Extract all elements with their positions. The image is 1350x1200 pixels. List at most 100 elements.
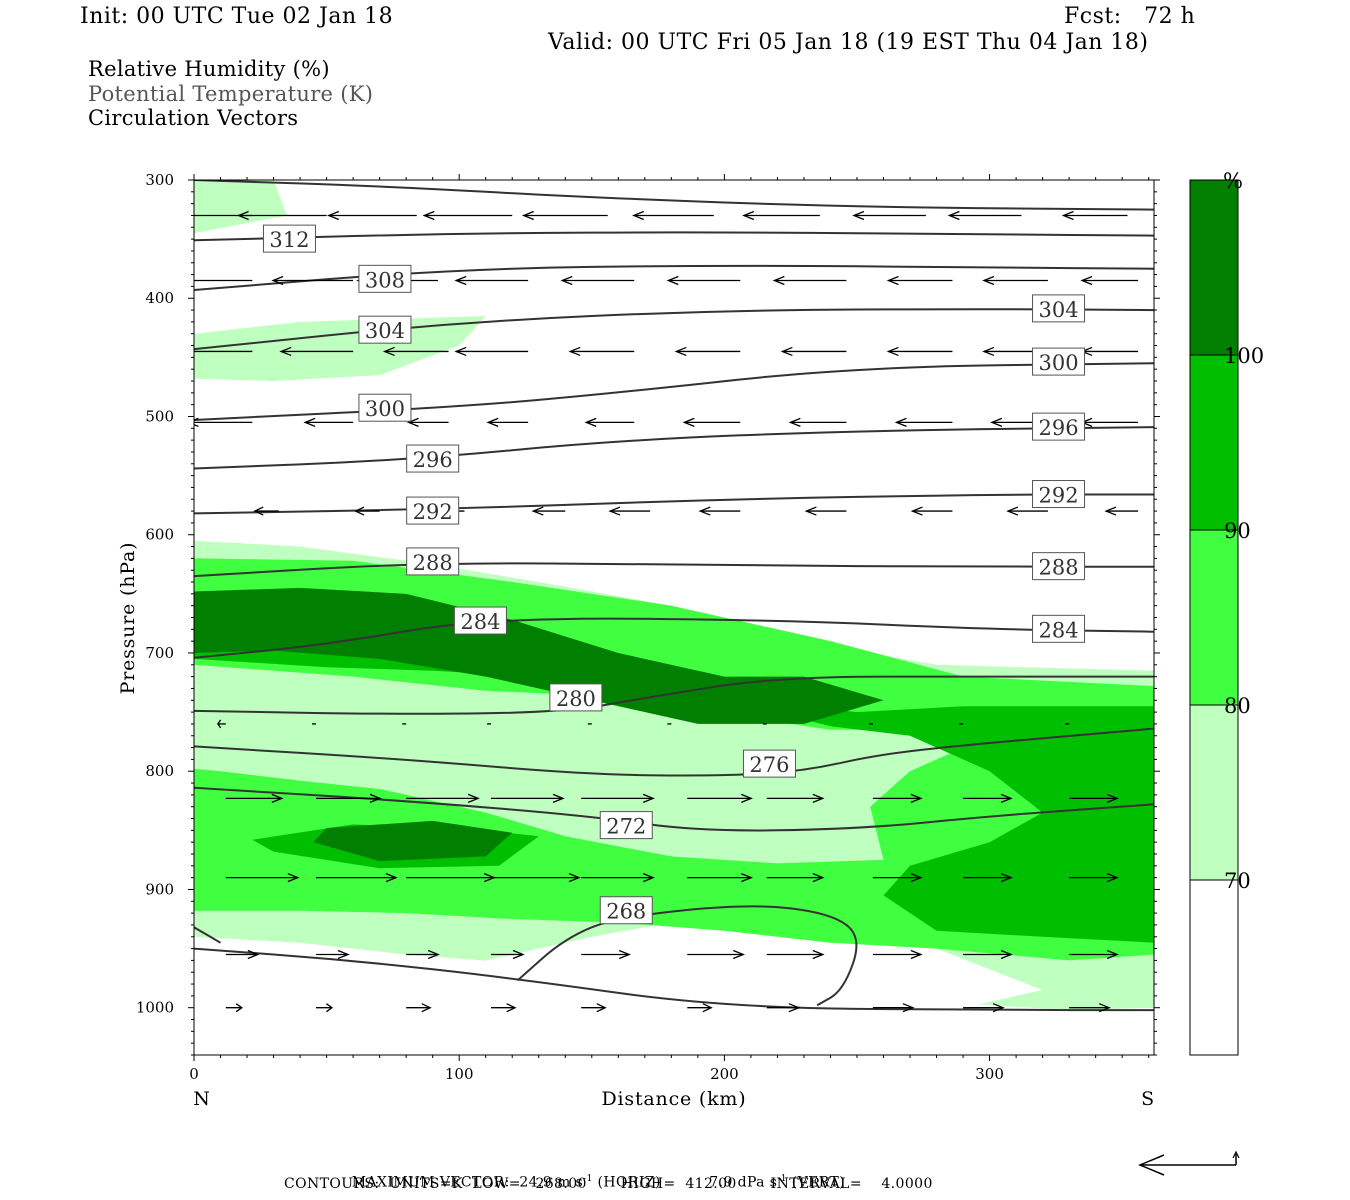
theta-label-box-272-a bbox=[599, 811, 653, 840]
vector-7-1 bbox=[315, 873, 398, 883]
theta-label-box-284-b bbox=[1032, 614, 1086, 643]
theta-label-268-a: 268 bbox=[606, 900, 646, 924]
vector-0-7 bbox=[852, 210, 926, 221]
theta-contour-308 bbox=[194, 264, 1154, 291]
colorbar-segment-4 bbox=[1189, 179, 1239, 356]
vector-head bbox=[741, 793, 754, 804]
vector-6-9 bbox=[1069, 793, 1119, 804]
vector-head bbox=[741, 873, 754, 883]
vector-7-6 bbox=[766, 873, 825, 883]
vector-head bbox=[772, 275, 785, 286]
vector-7-8 bbox=[963, 873, 1013, 883]
vector-7-3 bbox=[491, 873, 581, 883]
theta-contour-312 bbox=[194, 231, 1154, 242]
colorbar-label-100: 100 bbox=[1224, 344, 1264, 368]
vector-head bbox=[584, 417, 597, 428]
x-tick-label-0: 0 bbox=[189, 1065, 199, 1083]
vector-head bbox=[1061, 210, 1074, 221]
vector-head bbox=[1006, 506, 1019, 516]
vector-1-0 bbox=[194, 279, 253, 282]
vector-head bbox=[531, 506, 544, 516]
vector-head bbox=[271, 793, 284, 804]
theta-label-304-a: 304 bbox=[365, 319, 405, 343]
theta-contour-296 bbox=[194, 426, 1154, 470]
vector-2-9 bbox=[1080, 346, 1139, 357]
valid-time: Valid: 00 UTC Fri 05 Jan 18 (19 EST Thu … bbox=[548, 30, 1149, 55]
vector-1-6 bbox=[772, 275, 847, 286]
vector-6-3 bbox=[491, 793, 565, 804]
vector-6-8 bbox=[963, 793, 1013, 804]
vector-head bbox=[1106, 793, 1119, 804]
vector-head bbox=[812, 873, 825, 883]
vector-8-0 bbox=[225, 949, 260, 960]
vector-9-8 bbox=[963, 1003, 1005, 1013]
vector-head bbox=[910, 873, 923, 883]
vector-9-7 bbox=[872, 1003, 915, 1013]
vector-3-4 bbox=[584, 417, 635, 428]
vector-1-5 bbox=[666, 275, 741, 286]
vector-4-7 bbox=[910, 506, 953, 516]
vector-1-3 bbox=[454, 275, 529, 286]
theta-contour-layer bbox=[194, 180, 1154, 1012]
vector-head bbox=[910, 506, 923, 516]
vector-9-9 bbox=[1069, 1003, 1111, 1013]
colorbar-segment-1 bbox=[1189, 704, 1239, 881]
vector-head bbox=[421, 1003, 432, 1013]
vector-head bbox=[1098, 1003, 1111, 1013]
theta-label-284-a: 284 bbox=[460, 610, 500, 634]
vector-head bbox=[568, 873, 581, 883]
colorbar-label-90: 90 bbox=[1224, 519, 1251, 543]
vector-head bbox=[698, 506, 711, 516]
theta-contour-268 bbox=[516, 905, 858, 1007]
vector-4-3 bbox=[531, 506, 566, 516]
theta-label-304-b: 304 bbox=[1038, 298, 1078, 322]
vector-0-5 bbox=[632, 210, 714, 221]
vector-head bbox=[894, 417, 907, 428]
theta-label-288-b: 288 bbox=[1038, 556, 1078, 580]
vector-3-3 bbox=[486, 417, 529, 428]
vector-head bbox=[512, 949, 525, 960]
vector-head bbox=[947, 210, 960, 221]
vector-head bbox=[733, 949, 746, 960]
vector-head bbox=[327, 210, 340, 221]
vector-2-0 bbox=[194, 350, 253, 353]
theta-label-292-b: 292 bbox=[1038, 484, 1078, 508]
vector-head bbox=[886, 346, 899, 357]
theta-contour-312 bbox=[194, 180, 1154, 211]
vector-0-9 bbox=[1061, 210, 1128, 221]
vector-3-6 bbox=[788, 417, 847, 428]
vector-head bbox=[406, 417, 419, 428]
vector-6-1 bbox=[315, 793, 382, 804]
theta-label-300-a: 300 bbox=[365, 397, 405, 421]
vector-head bbox=[852, 210, 865, 221]
x-axis-title: Distance (km) bbox=[602, 1088, 747, 1110]
theta-label-box-284-a bbox=[453, 606, 507, 635]
contour-label-layer: 312 308 304 304 300 300 296 296 292 292 288 288 284 2… bbox=[262, 224, 1086, 925]
vector-9-4 bbox=[581, 1003, 607, 1013]
theta-label-box-292-b bbox=[1032, 480, 1086, 509]
vector-1-1 bbox=[271, 275, 354, 286]
theta-label-284-b: 284 bbox=[1038, 618, 1078, 642]
max-vector-horiz: MAXIMUM VECTOR: 24.9 m s bbox=[351, 1174, 584, 1191]
vector-head bbox=[303, 417, 316, 428]
vector-9-0 bbox=[225, 1003, 243, 1013]
vector-3-7 bbox=[894, 417, 953, 428]
theta-label-272-a: 272 bbox=[606, 815, 646, 839]
vector-8-9 bbox=[1069, 949, 1119, 960]
vector-9-5 bbox=[687, 1003, 713, 1013]
vector-head bbox=[354, 506, 365, 516]
vector-8-6 bbox=[766, 949, 825, 960]
theta-label-276-a: 276 bbox=[749, 753, 789, 777]
vector-head bbox=[1000, 793, 1013, 804]
theta-label-box-276-a bbox=[742, 749, 796, 778]
vector-6-4 bbox=[581, 793, 655, 804]
vector-0-2 bbox=[327, 210, 417, 221]
vector-7-5 bbox=[687, 873, 754, 883]
vector-2-3 bbox=[454, 346, 529, 357]
vector-4-0 bbox=[253, 506, 279, 516]
vector-6-6 bbox=[766, 793, 825, 804]
vector-head bbox=[568, 346, 581, 357]
x-tick-label-200: 200 bbox=[710, 1065, 739, 1083]
vector-head bbox=[632, 210, 645, 221]
